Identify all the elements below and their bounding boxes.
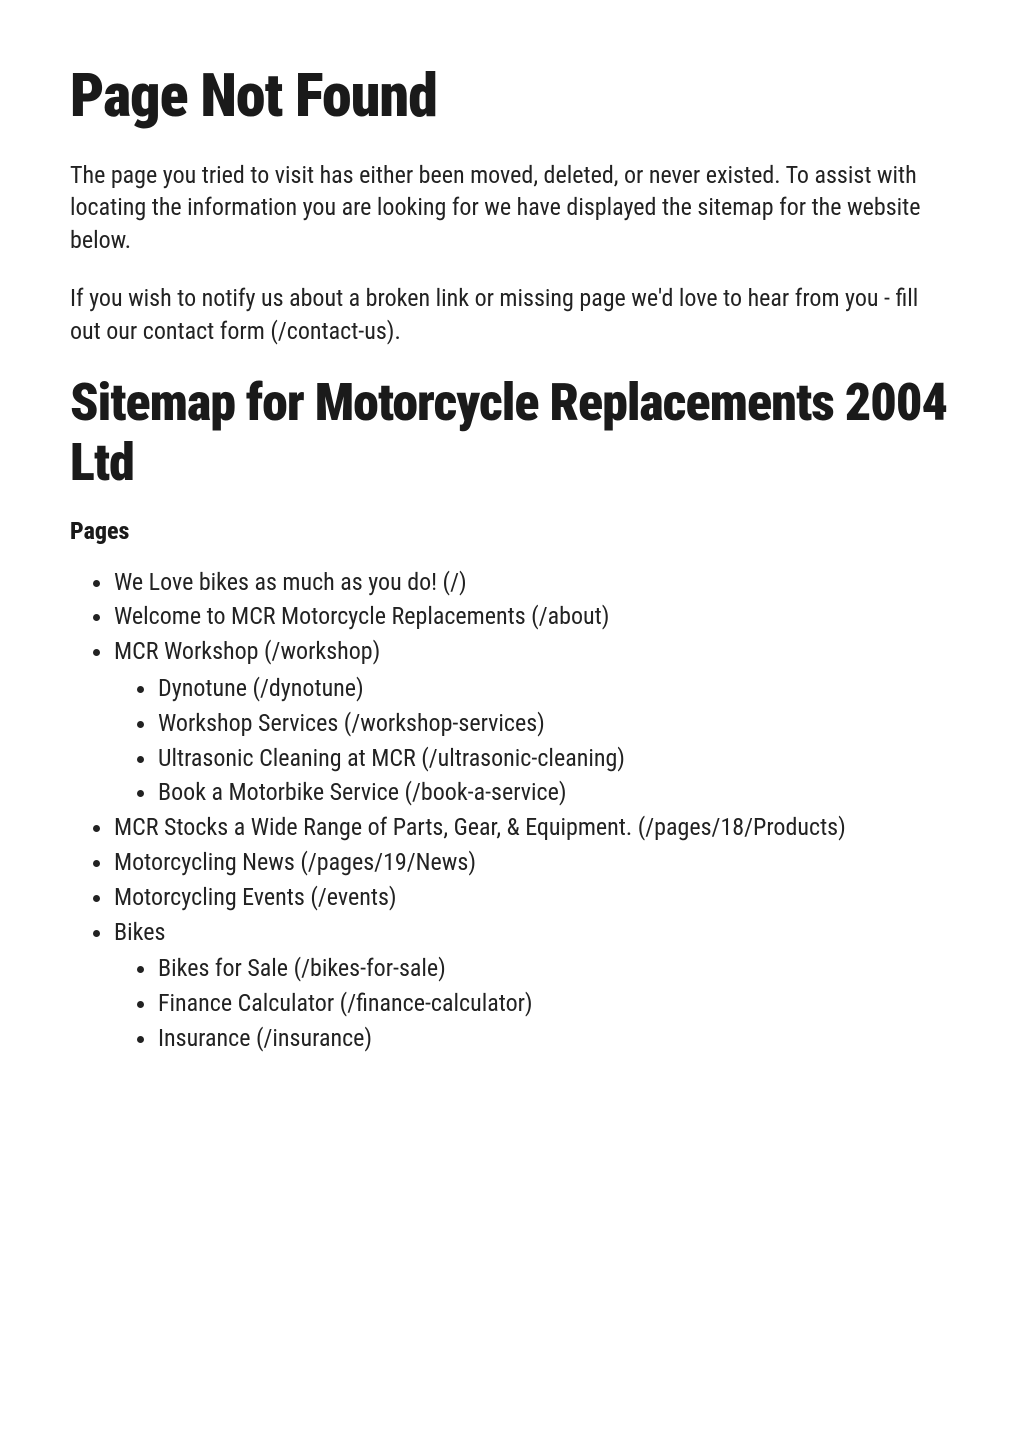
sitemap-item: Dynotune (/dynotune)	[158, 671, 950, 706]
sitemap-heading: Sitemap for Motorcycle Replacements 2004…	[70, 373, 950, 493]
sitemap-item: Motorcycling Events (/events)	[114, 880, 950, 915]
sitemap-item: Book a Motorbike Service (/book-a-servic…	[158, 775, 950, 810]
intro-paragraph-1: The page you tried to visit has either b…	[70, 159, 950, 256]
sitemap-text: Bikes	[114, 918, 165, 946]
sitemap-link[interactable]: Book a Motorbike Service (/book-a-servic…	[158, 778, 567, 806]
sitemap-item: Ultrasonic Cleaning at MCR (/ultrasonic-…	[158, 741, 950, 776]
sitemap-link[interactable]: Welcome to MCR Motorcycle Replacements (…	[114, 602, 609, 630]
sitemap-link[interactable]: MCR Workshop (/workshop)	[114, 637, 380, 665]
sitemap-sublist: Dynotune (/dynotune) Workshop Services (/…	[114, 671, 950, 810]
sitemap-link[interactable]: Workshop Services (/workshop-services)	[158, 709, 545, 737]
pages-subheading: Pages	[70, 517, 950, 545]
intro-paragraph-2: If you wish to notify us about a broken …	[70, 282, 950, 347]
sitemap-link[interactable]: Motorcycling News (/pages/19/News)	[114, 848, 476, 876]
sitemap-link[interactable]: Finance Calculator (/finance-calculator)	[158, 989, 533, 1017]
sitemap-item: Workshop Services (/workshop-services)	[158, 706, 950, 741]
sitemap-link[interactable]: Bikes for Sale (/bikes-for-sale)	[158, 954, 446, 982]
sitemap-item: MCR Stocks a Wide Range of Parts, Gear, …	[114, 810, 950, 845]
sitemap-list: We Love bikes as much as you do! (/) Welc…	[70, 565, 950, 1056]
para2-suffix: .	[394, 317, 400, 345]
sitemap-item: We Love bikes as much as you do! (/)	[114, 565, 950, 600]
sitemap-link[interactable]: Motorcycling Events (/events)	[114, 883, 397, 911]
sitemap-item: Insurance (/insurance)	[158, 1021, 950, 1056]
sitemap-item: Bikes Bikes for Sale (/bikes-for-sale) Fin…	[114, 915, 950, 1056]
contact-form-link[interactable]: contact form (/contact-us)	[143, 317, 395, 345]
sitemap-sublist: Bikes for Sale (/bikes-for-sale) Finance …	[114, 951, 950, 1055]
sitemap-link[interactable]: We Love bikes as much as you do! (/)	[114, 568, 467, 596]
page-title: Page Not Found	[70, 60, 950, 131]
sitemap-item: Motorcycling News (/pages/19/News)	[114, 845, 950, 880]
sitemap-link[interactable]: MCR Stocks a Wide Range of Parts, Gear, …	[114, 813, 846, 841]
sitemap-link[interactable]: Dynotune (/dynotune)	[158, 674, 364, 702]
sitemap-link[interactable]: Insurance (/insurance)	[158, 1024, 372, 1052]
sitemap-link[interactable]: Ultrasonic Cleaning at MCR (/ultrasonic-…	[158, 744, 625, 772]
sitemap-item: Bikes for Sale (/bikes-for-sale)	[158, 951, 950, 986]
sitemap-item: MCR Workshop (/workshop) Dynotune (/dynot…	[114, 634, 950, 810]
sitemap-item: Welcome to MCR Motorcycle Replacements (…	[114, 599, 950, 634]
sitemap-item: Finance Calculator (/finance-calculator)	[158, 986, 950, 1021]
